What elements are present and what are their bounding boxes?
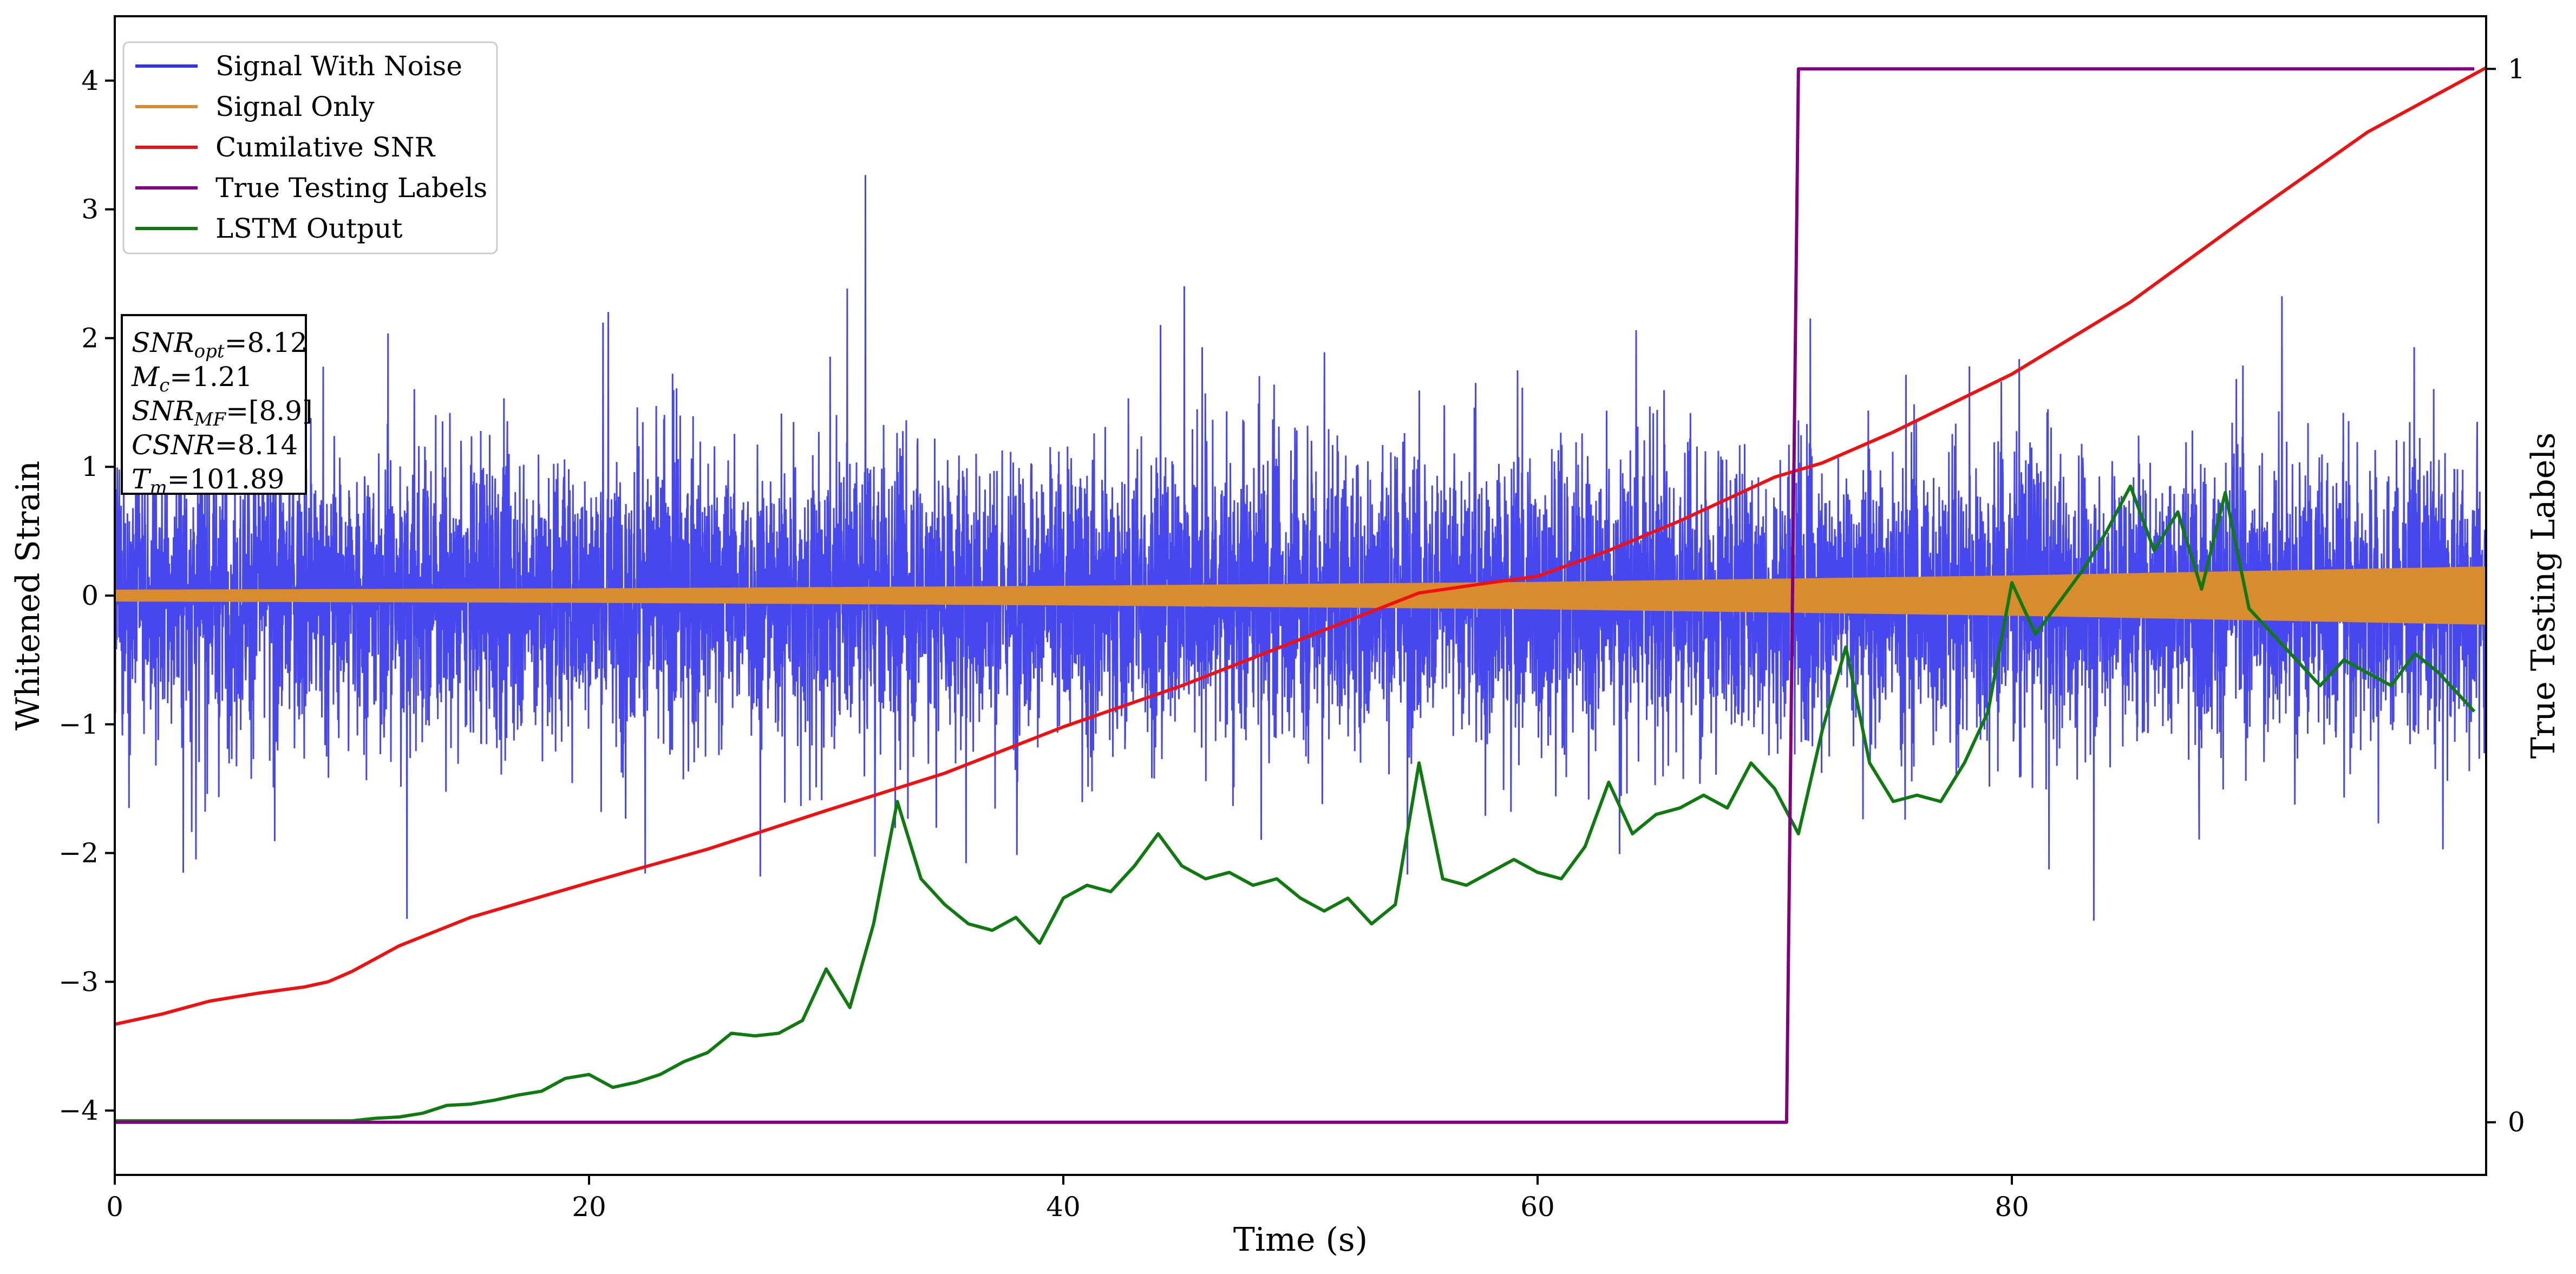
x-tick-label: 40 [1046,1191,1081,1223]
annotation-box: SNRopt=8.12Mc=1.21SNRMF=[8.9]CSNR=8.14Tm… [121,314,313,499]
x-tick-label: 60 [1520,1191,1555,1223]
annotation-line: Mc=1.21 [131,361,252,396]
annotation-line: SNRMF=[8.9] [132,395,313,430]
y-tick-label: 3 [81,194,99,225]
y-tick-label: −4 [58,1095,99,1126]
legend-entries: Signal With Noise Signal Only Cumilative S… [135,50,487,244]
x-tick-label: 80 [1995,1191,2029,1223]
annotation-line: CSNR=8.14 [132,429,298,461]
signal-only-envelope [115,566,2486,625]
legend-label: Cumilative SNR [215,132,435,163]
true-testing-labels-line [115,67,2475,1124]
annotation-frame [121,314,307,495]
y-axis-label: Whitened Strain [9,461,47,730]
lstm-output-line [115,484,2476,1123]
legend-box [122,41,498,254]
cumulative-snr-line [115,66,2486,1026]
y-tick-label: −3 [58,966,99,997]
y-tick-label: 2 [81,322,99,354]
right-y-tick-label: 1 [2508,53,2525,84]
legend-label: Signal Only [215,91,375,122]
legend-label: LSTM Output [215,213,402,244]
legend-label: True Testing Labels [215,172,487,204]
right-y-axis-label: True Testing Labels [2525,433,2562,759]
annotation-line: Tm=101.89 [132,463,284,499]
x-tick-label: 0 [106,1191,123,1223]
x-tick-label: 20 [572,1191,606,1223]
legend-label: Signal With Noise [215,50,462,82]
y-tick-label: −1 [58,709,99,740]
signal-only-series [115,566,2486,625]
right-y-tick-label: 0 [2508,1107,2525,1138]
y-tick-label: 1 [81,451,99,482]
x-axis-label: Time (s) [1233,1221,1368,1259]
annotation-lines: SNRopt=8.12Mc=1.21SNRMF=[8.9]CSNR=8.14Tm… [131,327,313,499]
y-tick-label: 0 [81,580,99,611]
legend: Signal With Noise Signal Only Cumilative S… [122,41,498,254]
y-tick-label: −2 [58,838,99,869]
annotation-line: SNRopt=8.12 [132,327,308,362]
y-tick-label: 4 [81,65,99,96]
line-series-layer [115,66,2486,1124]
